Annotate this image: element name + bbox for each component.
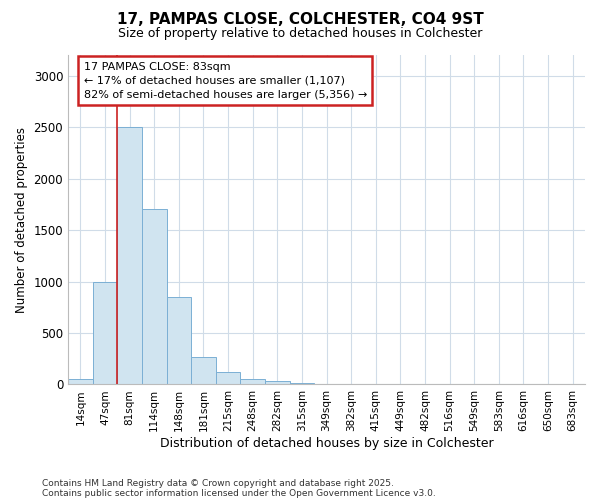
Bar (216, 372, 241, 384)
Text: 17 PAMPAS CLOSE: 83sqm
← 17% of detached houses are smaller (1,107)
82% of semi-: 17 PAMPAS CLOSE: 83sqm ← 17% of detached… (83, 62, 367, 100)
Text: 17, PAMPAS CLOSE, COLCHESTER, CO4 9ST: 17, PAMPAS CLOSE, COLCHESTER, CO4 9ST (116, 12, 484, 28)
Bar (265, 382, 290, 384)
X-axis label: Distribution of detached houses by size in Colchester: Distribution of detached houses by size … (160, 437, 493, 450)
Text: Contains public sector information licensed under the Open Government Licence v3: Contains public sector information licen… (42, 488, 436, 498)
Y-axis label: Number of detached properties: Number of detached properties (15, 126, 28, 312)
Bar (167, 297, 191, 384)
Bar (142, 210, 167, 384)
Text: Contains HM Land Registry data © Crown copyright and database right 2025.: Contains HM Land Registry data © Crown c… (42, 478, 394, 488)
Bar (117, 127, 142, 384)
Bar (241, 380, 265, 384)
Bar (191, 356, 216, 384)
Bar (92, 282, 117, 385)
Bar (68, 380, 92, 384)
Text: Size of property relative to detached houses in Colchester: Size of property relative to detached ho… (118, 28, 482, 40)
